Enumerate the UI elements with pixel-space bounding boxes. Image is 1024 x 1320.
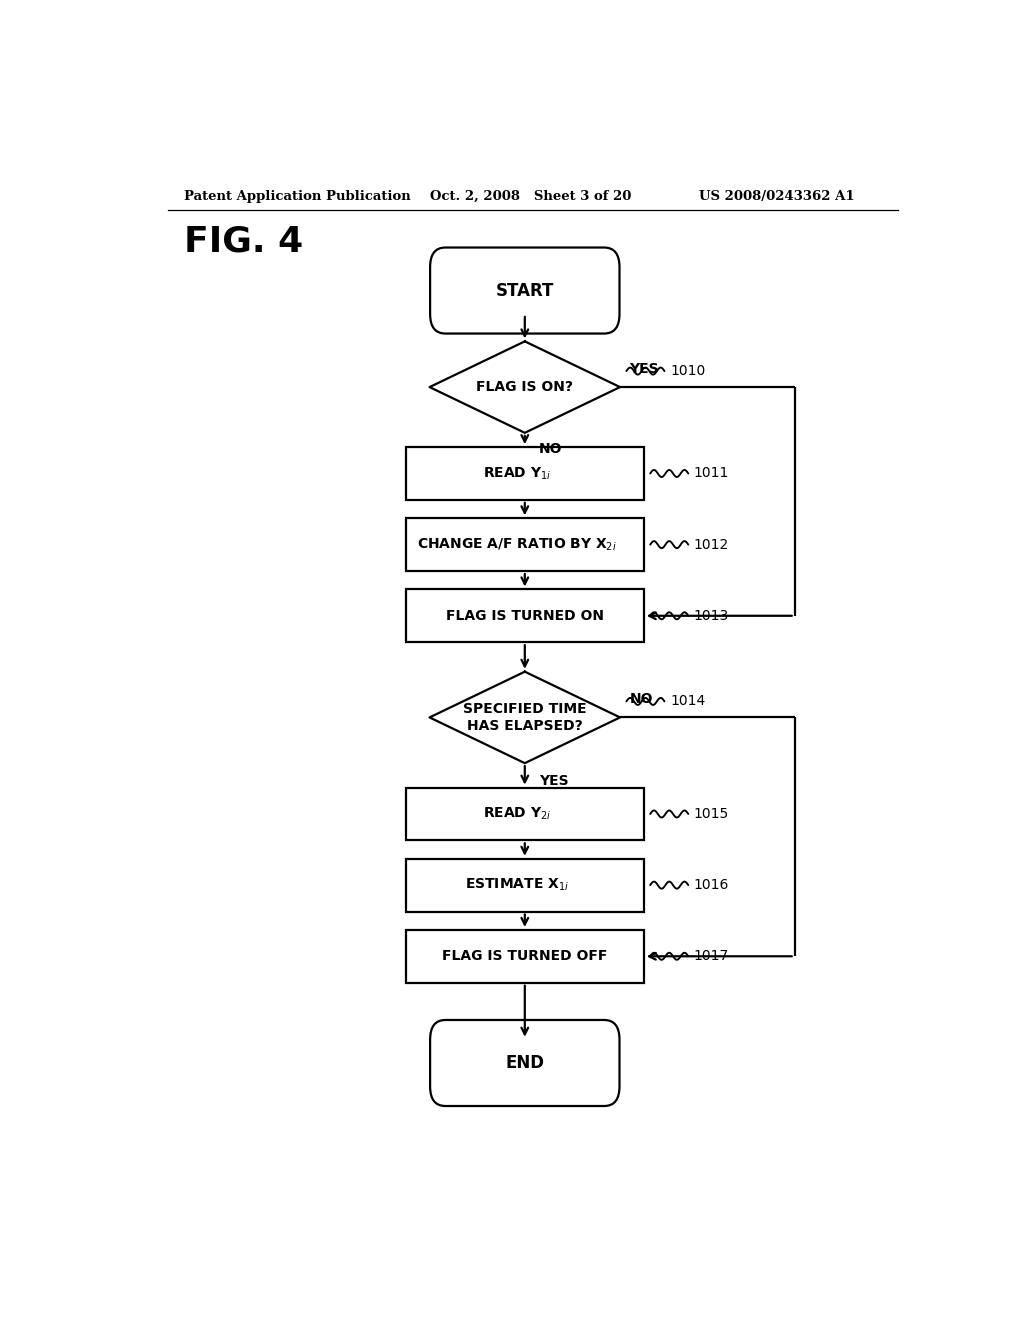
Bar <box>406 788 644 841</box>
Text: CHANGE A/F RATIO BY X$_{2i}$: CHANGE A/F RATIO BY X$_{2i}$ <box>417 536 616 553</box>
Text: US 2008/0243362 A1: US 2008/0243362 A1 <box>699 190 855 202</box>
Text: 1015: 1015 <box>694 807 729 821</box>
Text: 1012: 1012 <box>694 537 729 552</box>
FancyBboxPatch shape <box>430 248 620 334</box>
Polygon shape <box>430 672 620 763</box>
Bar <box>406 519 644 572</box>
Text: Patent Application Publication: Patent Application Publication <box>183 190 411 202</box>
Text: 1010: 1010 <box>670 364 706 378</box>
Bar <box>406 859 644 912</box>
Text: FLAG IS ON?: FLAG IS ON? <box>476 380 573 395</box>
Bar <box>406 589 644 643</box>
Text: NO: NO <box>539 442 562 457</box>
Text: 1013: 1013 <box>694 609 729 623</box>
Polygon shape <box>430 342 620 433</box>
Text: READ Y$_{1i}$: READ Y$_{1i}$ <box>482 465 551 482</box>
Text: Oct. 2, 2008   Sheet 3 of 20: Oct. 2, 2008 Sheet 3 of 20 <box>430 190 631 202</box>
Text: 1014: 1014 <box>670 694 706 709</box>
Text: FIG. 4: FIG. 4 <box>183 224 303 259</box>
Text: END: END <box>505 1053 545 1072</box>
Bar <box>406 447 644 500</box>
Text: YES: YES <box>539 775 568 788</box>
Bar <box>406 929 644 982</box>
Text: READ Y$_{2i}$: READ Y$_{2i}$ <box>482 805 551 822</box>
Text: YES: YES <box>630 362 659 376</box>
Text: 1016: 1016 <box>694 878 729 892</box>
FancyBboxPatch shape <box>430 1020 620 1106</box>
Text: 1011: 1011 <box>694 466 729 480</box>
Text: 1017: 1017 <box>694 949 729 964</box>
Text: NO: NO <box>630 692 653 706</box>
Text: FLAG IS TURNED OFF: FLAG IS TURNED OFF <box>442 949 607 964</box>
Text: ESTIMATE X$_{1i}$: ESTIMATE X$_{1i}$ <box>465 876 569 894</box>
Text: FLAG IS TURNED ON: FLAG IS TURNED ON <box>445 609 604 623</box>
Text: START: START <box>496 281 554 300</box>
Text: SPECIFIED TIME
HAS ELAPSED?: SPECIFIED TIME HAS ELAPSED? <box>463 702 587 733</box>
